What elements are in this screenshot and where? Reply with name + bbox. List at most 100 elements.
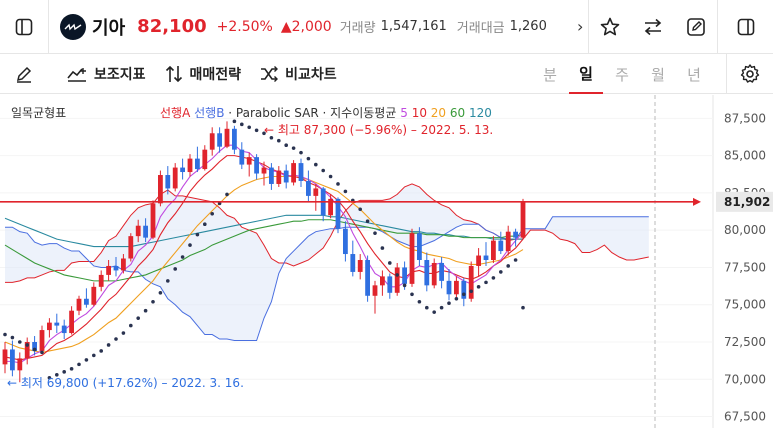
candle-body	[113, 265, 119, 271]
strategy-button[interactable]: 매매전략	[164, 54, 242, 94]
sar-dot	[314, 162, 318, 167]
legend-ema: · 지수이동평균	[322, 106, 397, 120]
sar-dot	[173, 267, 177, 271]
current-price-arrow	[693, 197, 701, 206]
compare-swap-button[interactable]	[632, 0, 675, 54]
sar-dot	[158, 291, 163, 295]
candle-body	[269, 167, 274, 184]
tab-day[interactable]: 일	[569, 54, 603, 94]
candle-body	[61, 325, 67, 334]
legend-ema-20: 20	[430, 106, 447, 120]
gear-icon	[740, 64, 760, 83]
sar-dot	[18, 340, 22, 344]
candle-body	[276, 170, 282, 184]
panel-toggle-button[interactable]	[718, 0, 773, 54]
tab-week[interactable]: 주	[615, 65, 629, 84]
ticker-summary: 기아 82,100 +2.50% ▲2,000 거래량 1,547,161 거래…	[49, 0, 573, 54]
sar-dot	[143, 308, 148, 313]
sar-dot	[439, 305, 444, 310]
candle-body	[343, 228, 348, 255]
y-tick-label: 72,500	[724, 335, 766, 349]
legend-span-a: 선행A	[160, 106, 191, 120]
sar-dot	[410, 292, 414, 297]
chevron-right-icon: ›	[577, 17, 584, 36]
sar-dot	[188, 243, 192, 247]
candle-body	[150, 203, 156, 238]
chart-settings-button[interactable]	[726, 54, 773, 94]
sar-dot	[454, 296, 459, 301]
sidebar-right-icon	[737, 18, 754, 35]
sidebar-toggle-button[interactable]	[0, 0, 50, 54]
sar-dot	[365, 219, 370, 224]
candle-body	[158, 175, 163, 204]
draw-tool-button[interactable]	[14, 54, 40, 94]
tab-month[interactable]: 월	[651, 65, 665, 84]
y-tick-label: 85,000	[724, 149, 766, 163]
candle-body	[224, 128, 230, 147]
candle-body	[202, 149, 208, 170]
candle-body	[17, 358, 23, 371]
sar-dot	[203, 222, 207, 227]
sar-dot	[166, 279, 170, 283]
top-bar: 기아 82,100 +2.50% ▲2,000 거래량 1,547,161 거래…	[0, 0, 773, 54]
sar-dot	[40, 350, 44, 355]
sar-dot	[151, 299, 155, 304]
legend-ema-120: 120	[469, 106, 492, 120]
sar-dot	[121, 331, 126, 335]
lowest-annotation: ← 최저 69,800 (+17.62%) – 2022. 3. 16.	[7, 376, 244, 390]
candle-body	[476, 255, 481, 266]
edit-icon	[687, 17, 705, 36]
more-info-button[interactable]: ›	[573, 0, 589, 54]
candle-body	[121, 258, 126, 271]
sar-dot	[299, 150, 303, 155]
sar-dot	[447, 301, 451, 306]
candle-body	[2, 349, 8, 365]
current-price-label: 81,902	[724, 195, 770, 209]
compare-chart-button[interactable]: 비교차트	[259, 54, 337, 94]
sar-dot	[25, 343, 30, 347]
sar-dot	[521, 305, 525, 310]
sar-dot	[136, 316, 140, 320]
sar-dot	[225, 192, 229, 197]
tab-year[interactable]: 년	[687, 65, 701, 84]
trade-amount-label: 거래대금	[456, 21, 505, 36]
candle-body	[424, 260, 430, 286]
candle-body	[409, 233, 415, 284]
edit-button[interactable]	[675, 0, 719, 54]
stock-name[interactable]: 기아	[92, 17, 126, 39]
indicator-label: 보조지표	[94, 66, 146, 83]
sar-dot	[321, 168, 326, 173]
candle-body	[128, 236, 134, 259]
legend-sar: · Parabolic SAR	[228, 106, 319, 120]
candle-body	[246, 157, 252, 165]
candle-body	[180, 167, 185, 173]
candle-body	[84, 298, 89, 305]
sar-dot	[476, 285, 481, 289]
candle-body	[39, 330, 45, 351]
y-tick-label: 80,000	[724, 223, 766, 237]
cloud-fill	[5, 183, 649, 341]
candle-body	[172, 167, 178, 189]
candle-body	[217, 133, 222, 147]
sar-dot	[425, 305, 429, 310]
favorite-button[interactable]	[589, 0, 632, 54]
sar-dot	[129, 323, 133, 328]
candle-body	[32, 342, 37, 351]
sar-dot	[380, 246, 385, 250]
sar-dot	[358, 207, 363, 212]
strategy-label: 매매전략	[189, 66, 242, 83]
volume-label: 거래량	[339, 21, 376, 36]
sar-dot	[484, 280, 488, 285]
sar-dot	[62, 370, 66, 374]
sar-dot	[232, 119, 237, 124]
sar-dot	[210, 211, 214, 216]
candle-body	[24, 342, 30, 359]
swap-arrows-icon	[645, 18, 662, 35]
price-chart[interactable]: 87,50085,00082,50080,00077,50075,00072,5…	[0, 95, 773, 428]
candle-body	[232, 128, 237, 150]
candle-body	[165, 175, 171, 189]
candle-body	[520, 201, 526, 238]
indicator-button[interactable]: 보조지표	[66, 54, 146, 94]
tab-minute[interactable]: 분	[543, 65, 557, 84]
candle-body	[76, 298, 82, 311]
